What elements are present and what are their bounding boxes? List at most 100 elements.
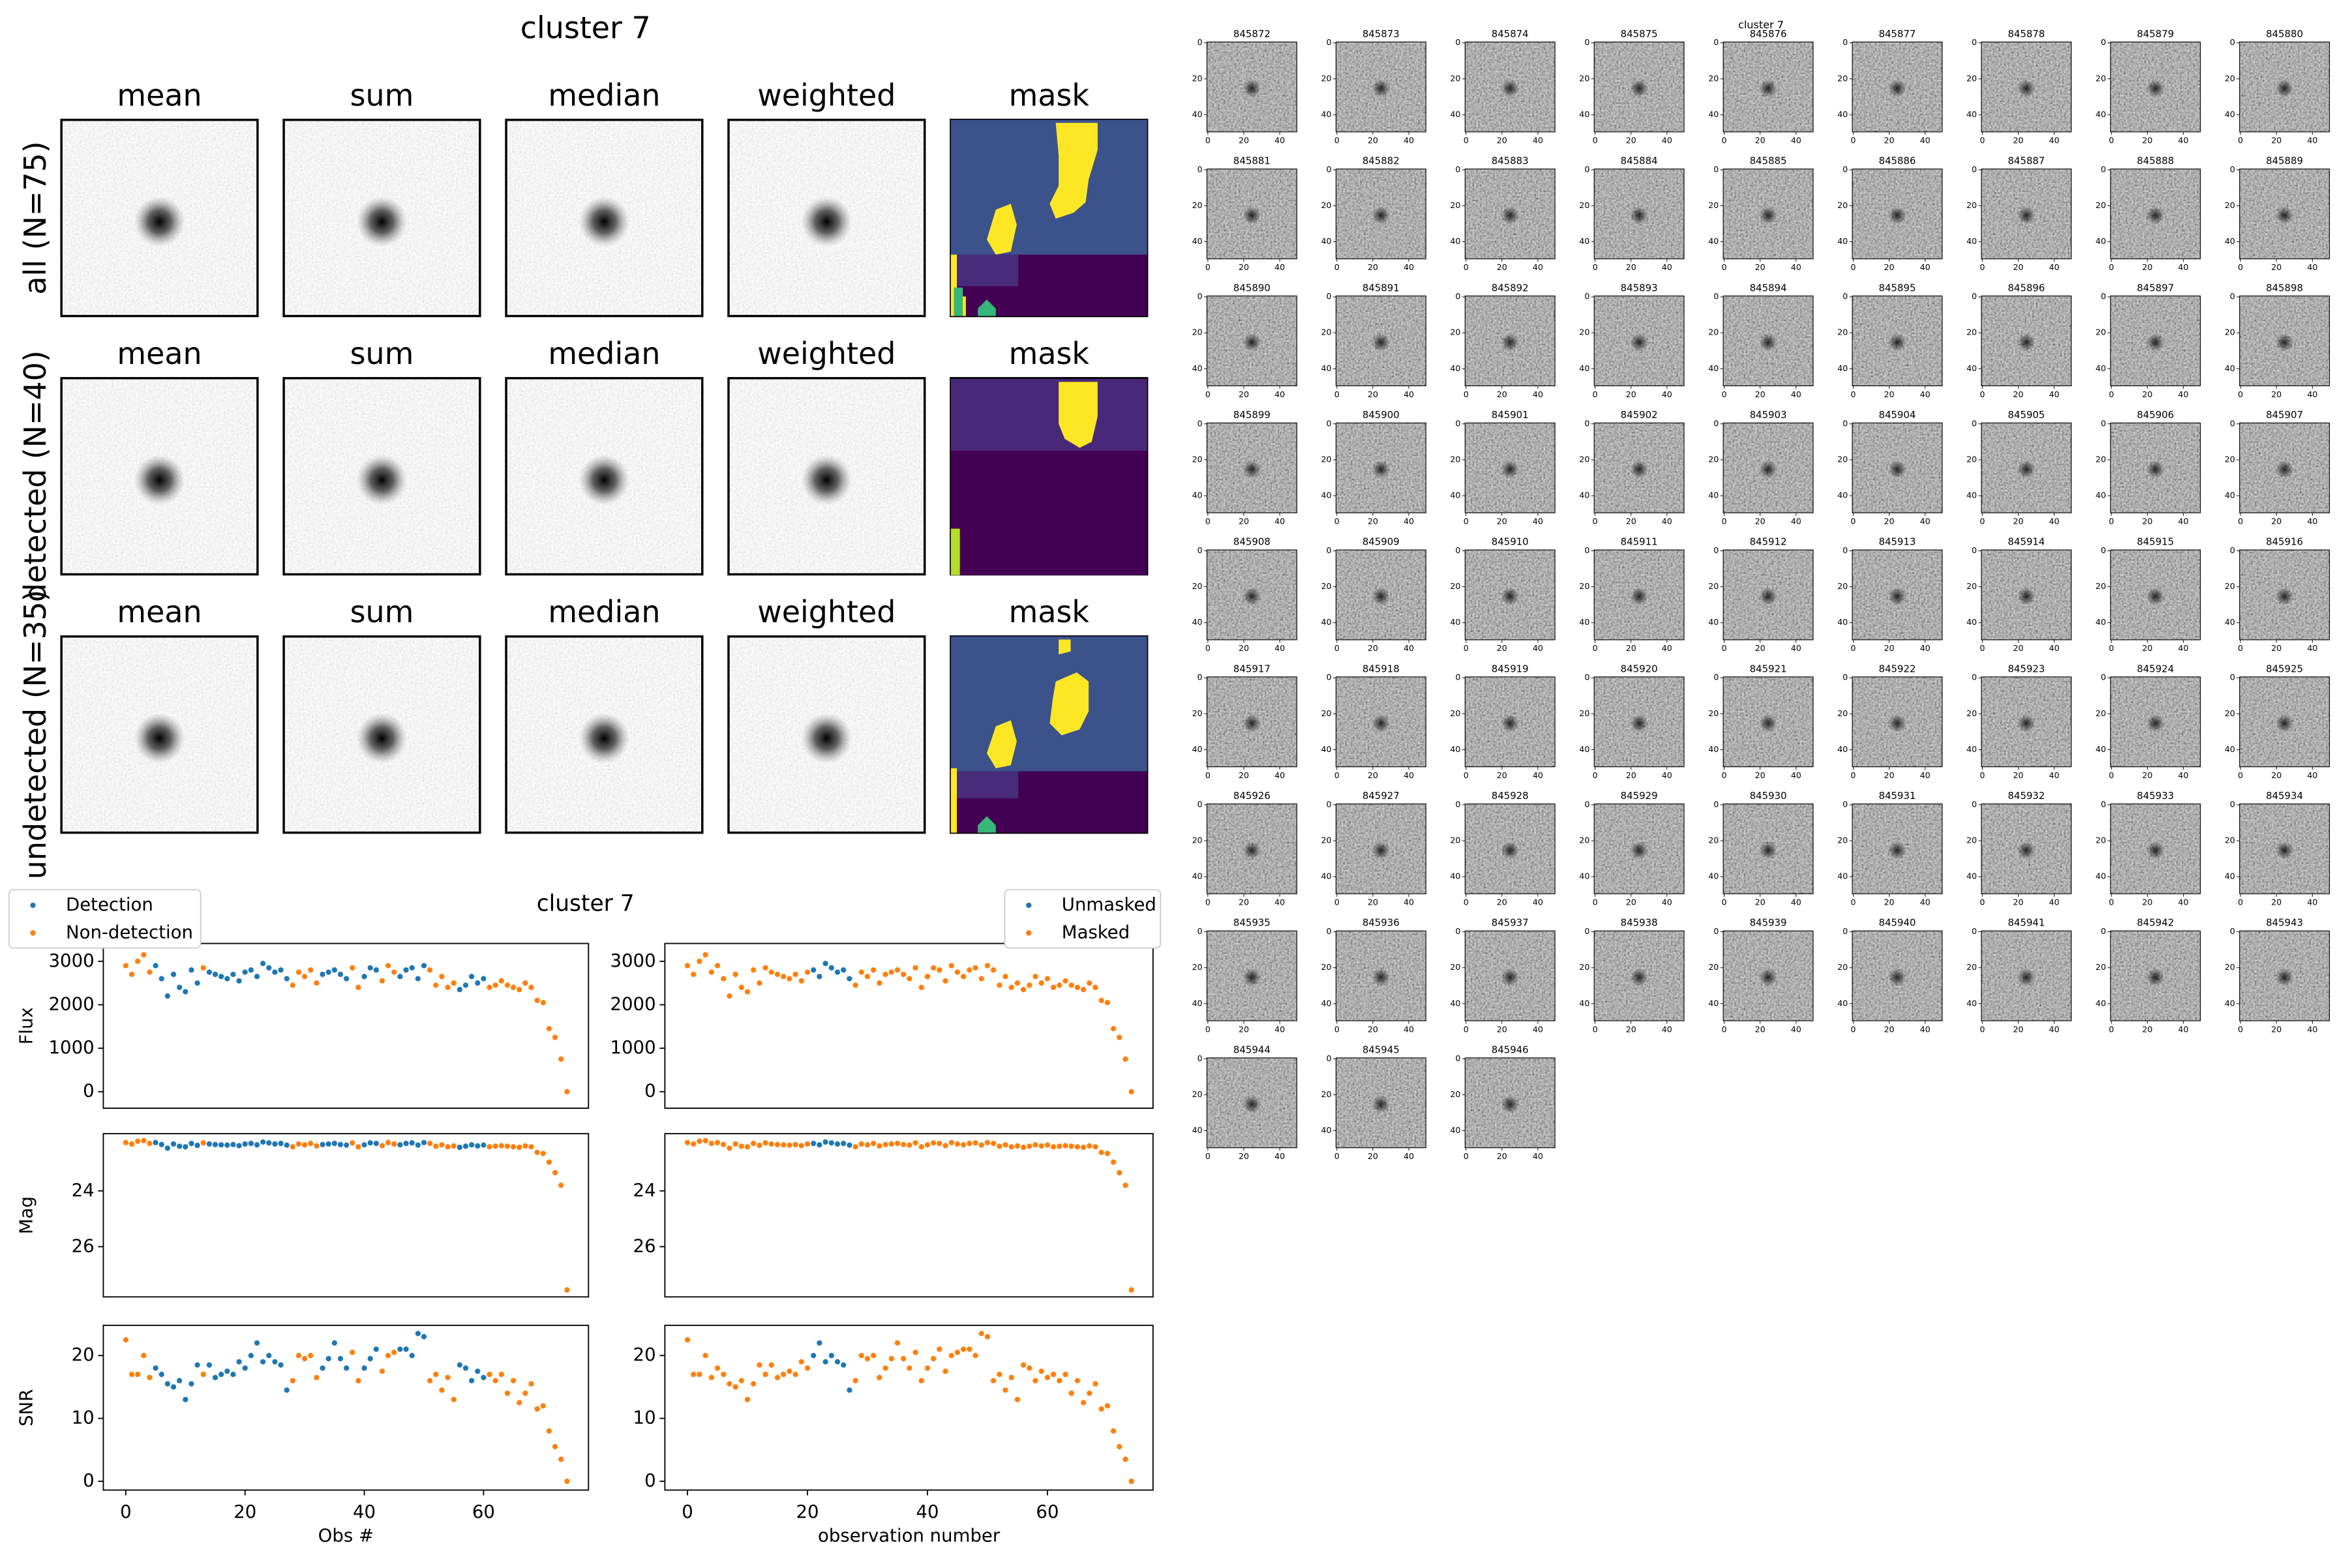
- data-point: [254, 1142, 260, 1148]
- data-point: [504, 1143, 511, 1149]
- data-point: [912, 965, 918, 971]
- data-point: [697, 1372, 702, 1378]
- data-point: [751, 1381, 757, 1387]
- thumbnail-y-tick-label: 0: [1326, 164, 1331, 174]
- thumbnail-y-tick-label: 20: [2225, 327, 2235, 337]
- thumbnail-y-tick-label: 0: [2101, 164, 2106, 174]
- data-point: [158, 1141, 164, 1147]
- y-tick-label: 20: [633, 1344, 656, 1365]
- data-point: [714, 963, 721, 969]
- thumbnail-label: 845941: [2008, 917, 2045, 929]
- thumbnail-x-tick-label: 0: [1722, 135, 1727, 145]
- data-point: [1117, 1034, 1122, 1040]
- thumbnail-x-tick-label: 40: [1404, 1024, 1414, 1034]
- data-point: [1032, 1378, 1038, 1383]
- thumbnail-frame: [1723, 549, 1814, 641]
- data-point: [931, 1355, 937, 1362]
- data-point: [894, 1140, 901, 1147]
- thumbnail-label: 845919: [1492, 663, 1529, 674]
- thumbnail-y-tick-label: 20: [1450, 73, 1460, 83]
- source-blob: [801, 712, 852, 764]
- legend-marker: [1026, 902, 1032, 909]
- thumbnail-y-tick-label: 40: [2225, 998, 2235, 1008]
- thumbnail-x-tick-label: 0: [1979, 897, 1985, 907]
- thumbnail-x-tick-label: 20: [1497, 135, 1507, 145]
- thumbnail-frame: [1464, 168, 1556, 260]
- data-point: [212, 1374, 218, 1381]
- data-point: [1081, 987, 1087, 993]
- data-point: [528, 1144, 534, 1150]
- thumbnail-y-tick-label: 20: [1450, 327, 1460, 337]
- thumbnail-y-tick-label: 0: [1326, 926, 1331, 936]
- data-point: [894, 967, 901, 973]
- thumbnail-x-tick-label: 40: [2307, 135, 2317, 145]
- image-frame: [727, 635, 926, 834]
- data-point: [1122, 1183, 1128, 1188]
- data-point: [564, 1089, 570, 1094]
- source-blob: [1242, 206, 1261, 225]
- thumbnail-y-tick-label: 0: [1713, 164, 1719, 174]
- data-point: [684, 1139, 691, 1145]
- thumbnail-label: 845927: [1362, 790, 1400, 802]
- thumbnail-x-tick-label: 0: [2109, 897, 2114, 907]
- source-blob: [1501, 1095, 1519, 1113]
- data-point: [141, 1138, 147, 1143]
- data-point: [415, 1142, 421, 1148]
- data-point: [781, 974, 787, 980]
- data-point: [236, 1359, 242, 1365]
- thumbnail-x-tick-label: 0: [1205, 897, 1211, 907]
- data-point: [918, 984, 924, 990]
- thumbnail-x-tick-label: 0: [1205, 135, 1211, 145]
- thumbnail-x-tick-label: 0: [1850, 135, 1856, 145]
- data-point: [762, 1372, 768, 1378]
- source-blob: [2017, 460, 2036, 479]
- data-point: [751, 967, 757, 973]
- thumbnail-y-tick-label: 40: [1321, 236, 1331, 246]
- source-blob: [1759, 714, 1777, 732]
- data-point: [194, 1362, 200, 1368]
- thumbnail-y-tick-label: 40: [1837, 490, 1848, 500]
- thumbnail-y-tick-label: 20: [1837, 454, 1848, 464]
- data-point: [123, 1337, 129, 1343]
- data-point: [135, 1372, 141, 1378]
- thumbnail-frame: [1852, 676, 1943, 768]
- source-blob: [1242, 333, 1261, 352]
- data-point: [128, 971, 135, 977]
- data-point: [1032, 974, 1038, 980]
- data-point: [295, 1353, 302, 1359]
- thumbnail-x-tick-label: 0: [2238, 1024, 2243, 1034]
- thumbnail-y-tick-label: 40: [2096, 490, 2106, 500]
- thumbnail-frame: [1852, 930, 1943, 1021]
- thumbnail-label: 845914: [2008, 536, 2045, 548]
- thumbnail-label: 845945: [1362, 1044, 1400, 1055]
- data-point: [147, 1374, 153, 1381]
- thumbnail-frame: [1464, 803, 1556, 894]
- thumbnail-y-tick-label: 20: [1192, 327, 1203, 337]
- thumbnail-y-tick-label: 20: [1966, 454, 1977, 464]
- data-point: [708, 969, 714, 975]
- data-point: [498, 1372, 504, 1378]
- thumbnail-frame: [1335, 676, 1426, 768]
- data-point: [1008, 984, 1014, 990]
- thumbnail-x-tick-label: 0: [2238, 643, 2243, 653]
- data-point: [1044, 1142, 1051, 1148]
- thumbnail-label: 845938: [1621, 917, 1658, 929]
- data-point: [744, 1144, 751, 1150]
- data-point: [397, 1142, 403, 1148]
- thumbnail-y-tick-label: 20: [1708, 454, 1719, 464]
- thumbnail-y-tick-label: 20: [1321, 708, 1331, 718]
- source-blob: [1759, 587, 1777, 606]
- thumbnail-frame: [1981, 803, 2072, 894]
- source-blob: [1759, 206, 1777, 225]
- data-point: [164, 1381, 171, 1387]
- thumbnail-x-tick-label: 20: [1755, 516, 1766, 526]
- data-point: [170, 971, 177, 977]
- data-point: [492, 1143, 498, 1149]
- data-point: [954, 1349, 961, 1355]
- data-point: [937, 1140, 942, 1147]
- data-point: [721, 1141, 727, 1147]
- data-point: [385, 1353, 391, 1359]
- data-point: [123, 963, 129, 969]
- thumbnail-y-tick-label: 40: [1579, 744, 1589, 754]
- data-point: [1074, 984, 1081, 990]
